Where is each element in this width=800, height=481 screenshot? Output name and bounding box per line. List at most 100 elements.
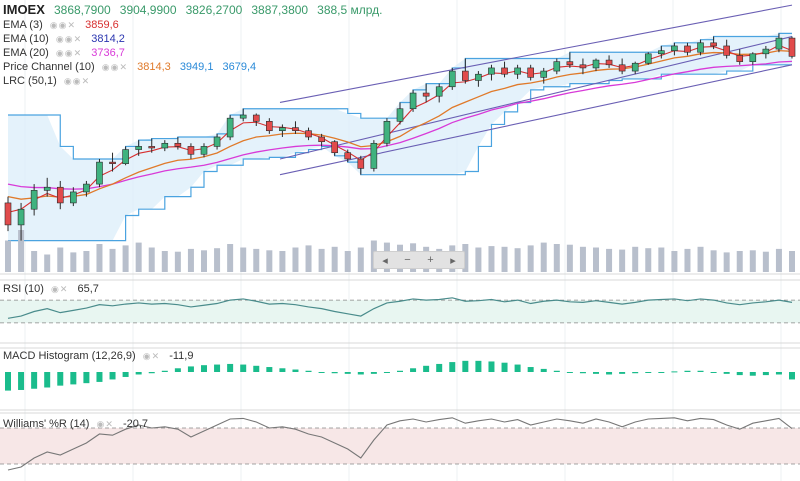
- volume-bar: [266, 250, 273, 272]
- macd-bar: [383, 372, 390, 373]
- lrc-upper: [279, 4, 793, 104]
- legend-macd[interactable]: MACD Histogram (12,26,9) ◉✕ -11,9: [3, 350, 193, 363]
- macd-bar: [789, 372, 795, 380]
- volume-bar: [253, 248, 260, 272]
- candle-up: [409, 92, 417, 110]
- ema10-label: EMA (10): [3, 33, 49, 45]
- eye-icon[interactable]: ◉◉✕: [49, 20, 77, 30]
- candle-down: [252, 114, 260, 122]
- macd-bar: [240, 364, 247, 372]
- macd-bar: [410, 368, 417, 372]
- eye-icon[interactable]: ◉◉✕: [55, 34, 83, 44]
- macd-bar: [44, 372, 51, 388]
- volume-bar: [57, 247, 64, 272]
- wr-band: [0, 428, 800, 464]
- rsi-pane: [0, 297, 800, 324]
- candle-up: [644, 53, 652, 64]
- eye-icon[interactable]: ◉◉✕: [63, 76, 91, 86]
- volume-bar: [619, 249, 626, 272]
- candle-down: [462, 70, 469, 81]
- ema20-label: EMA (20): [3, 47, 49, 59]
- candle-down: [618, 64, 626, 72]
- macd-bar: [423, 365, 430, 372]
- candle-up: [239, 114, 247, 119]
- macd-bar: [331, 372, 338, 374]
- macd-bar: [370, 372, 377, 374]
- macd-bar: [305, 370, 312, 372]
- macd-bar: [566, 372, 573, 373]
- eye-icon[interactable]: ◉✕: [96, 419, 114, 429]
- macd-bar: [5, 372, 11, 391]
- zoom-in-button[interactable]: +: [427, 254, 434, 266]
- volume-bar: [723, 252, 730, 272]
- volume-bar: [684, 248, 691, 272]
- volume-bar: [710, 250, 717, 272]
- candle-up: [435, 86, 443, 97]
- macd-bar: [135, 372, 142, 375]
- macd-bar: [161, 370, 168, 372]
- candle-up: [70, 191, 77, 204]
- macd-bar: [501, 362, 508, 372]
- candle-down: [148, 146, 156, 149]
- candle-up: [226, 117, 234, 138]
- volume-bar: [527, 245, 534, 272]
- legend-ema3[interactable]: EMA (3) ◉◉✕ 3859,6: [3, 19, 119, 32]
- candle-up: [775, 37, 783, 50]
- macd-bar: [475, 360, 482, 372]
- legend-ema10[interactable]: EMA (10) ◉◉✕ 3814,2: [3, 33, 125, 46]
- zoom-out-button[interactable]: −: [404, 254, 411, 266]
- rsi-label: RSI (10): [3, 283, 44, 295]
- candles: [4, 33, 796, 241]
- macd-bar: [292, 369, 299, 372]
- volume-bar: [789, 251, 795, 272]
- pc-upper-value: 3949,1: [179, 61, 214, 73]
- candle-up: [514, 67, 521, 75]
- volume-bar: [18, 230, 25, 272]
- legend-ema20[interactable]: EMA (20) ◉◉✕ 3736,7: [3, 47, 125, 60]
- macd-bar: [645, 372, 652, 373]
- scroll-left-button[interactable]: ◂: [382, 254, 388, 267]
- legend-price-channel[interactable]: Price Channel (10) ◉◉✕ 3814,3 3949,1 367…: [3, 61, 256, 74]
- volume-bar: [70, 252, 77, 272]
- volume-bar: [148, 247, 155, 272]
- candle-down: [566, 61, 574, 66]
- macd-bar: [31, 372, 38, 389]
- eye-icon[interactable]: ◉✕: [142, 351, 161, 361]
- macd-bar: [619, 372, 626, 374]
- candle-down: [501, 67, 508, 75]
- legend-rsi[interactable]: RSI (10) ◉✕ 65,7: [3, 283, 99, 296]
- candle-up: [475, 73, 482, 81]
- volume-bar: [201, 250, 207, 272]
- macd-bar: [762, 372, 769, 376]
- candle-up: [279, 127, 286, 132]
- macd-bar: [775, 372, 782, 375]
- volume-bar: [240, 247, 247, 272]
- candle-down: [305, 130, 312, 138]
- eye-icon[interactable]: ◉✕: [51, 284, 69, 294]
- candle-down: [4, 202, 12, 226]
- eye-icon[interactable]: ◉◉✕: [101, 62, 129, 72]
- volume-bar: [357, 247, 364, 272]
- candle-down: [684, 45, 691, 53]
- volume-bar: [593, 247, 599, 272]
- macd-value: -11,9: [169, 350, 194, 362]
- scroll-right-button[interactable]: ▸: [450, 254, 456, 267]
- candle-up: [200, 146, 208, 155]
- candle-down: [357, 158, 365, 169]
- macd-bar: [527, 367, 534, 372]
- rsi-band: [0, 300, 800, 323]
- legend-lrc[interactable]: LRC (50,1) ◉◉✕: [3, 75, 90, 88]
- chart-navigation: ◂ − + ▸: [373, 251, 465, 269]
- volume-bar: [96, 244, 103, 272]
- volume-bar: [671, 251, 678, 272]
- legend-wr[interactable]: Williams' %R (14) ◉✕ -20,7: [3, 418, 148, 431]
- volume-bar: [187, 248, 194, 272]
- macd-bar: [96, 372, 103, 382]
- candle-down: [187, 146, 195, 155]
- ema10-value: 3814,2: [91, 33, 125, 45]
- macd-bar: [70, 372, 77, 385]
- macd-bar: [449, 362, 456, 372]
- candle-up: [592, 59, 600, 69]
- macd-bar: [109, 372, 116, 380]
- eye-icon[interactable]: ◉◉✕: [55, 48, 83, 58]
